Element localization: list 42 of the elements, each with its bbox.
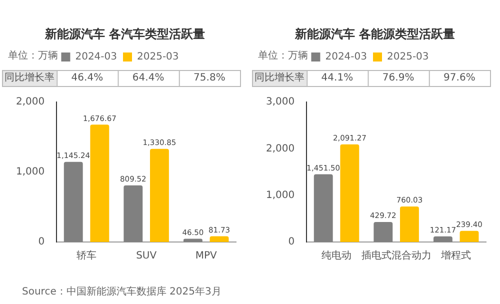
chart-title: 新能源汽车 各汽车类型活跃量 (44, 26, 206, 43)
y-tick-label: 1,000 (266, 190, 295, 201)
legend-label: 2024-03 (325, 52, 368, 63)
x-tick-label: 纯电动 (322, 250, 352, 262)
bar (374, 222, 393, 242)
y-tick-label: 3,000 (266, 96, 295, 108)
y-tick-label: 0 (38, 236, 45, 248)
legend-label: 2024-03 (75, 52, 118, 63)
bar (90, 124, 110, 242)
x-tick-label: SUV (136, 250, 157, 262)
text: 46.4% (71, 72, 104, 84)
x-tick-label: 轿车 (76, 250, 97, 262)
text: 97.6% (444, 72, 476, 84)
bar (433, 236, 452, 242)
text: 同比增长率 (4, 72, 54, 84)
bar (460, 230, 479, 242)
y-tick-label: 1,000 (16, 166, 45, 178)
y-tick-label: 0 (288, 236, 295, 248)
bar (400, 206, 419, 242)
bar (124, 185, 143, 242)
text: 75.8% (194, 72, 226, 84)
x-tick-label: 增程式 (440, 250, 472, 262)
bar (314, 174, 333, 242)
text: 单位：万辆 (8, 50, 58, 62)
x-tick-label: MPV (195, 250, 218, 262)
bar (183, 238, 202, 242)
chart-title: 新能源汽车 各能源类型活跃量 (294, 26, 456, 43)
text: 76.9% (382, 72, 414, 84)
text: 单位：万辆 (258, 50, 308, 62)
source-note: Source：中国新能源汽车数据库 2025年3月 (22, 286, 222, 298)
legend-label: 2025-03 (387, 52, 429, 63)
y-tick-label: 2,000 (16, 96, 45, 108)
text: 同比增长率 (254, 72, 304, 84)
bar (210, 236, 229, 242)
bar (150, 148, 169, 242)
legend-label: 2025-03 (137, 52, 179, 63)
bar (340, 144, 360, 242)
text: 44.1% (321, 72, 354, 84)
x-tick-label: 插电式混合动力 (361, 250, 432, 262)
text: 64.4% (132, 72, 164, 84)
y-tick-label: 2,000 (266, 143, 295, 154)
bar (64, 162, 83, 242)
